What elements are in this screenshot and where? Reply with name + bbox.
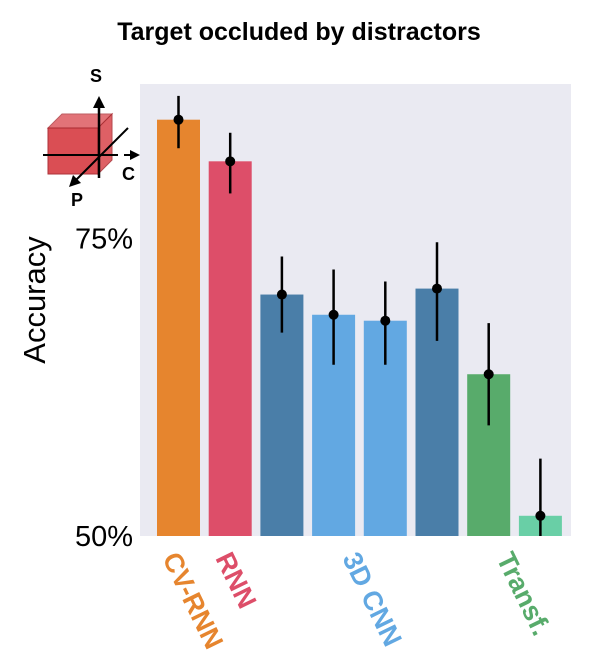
p-axis-arrowhead [69, 175, 81, 187]
p-axis-line [74, 127, 129, 182]
bar [157, 119, 200, 537]
y-tick-labels: 50% 75% [75, 224, 133, 553]
s-axis-arrowhead [93, 96, 105, 108]
bar-mean-point [225, 156, 236, 167]
y-axis-label: Accuracy [17, 236, 52, 364]
bar [260, 294, 304, 536]
chart-title: Target occluded by distractors [117, 18, 481, 46]
category-label: 3D CNN [337, 547, 408, 650]
bar-mean-point [328, 309, 339, 320]
y-tick-label: 50% [75, 521, 133, 553]
y-tick-label: 75% [75, 224, 133, 256]
bar-mean-point [432, 283, 442, 294]
axis-c-label: C [122, 164, 135, 184]
bar-mean-point [483, 369, 494, 380]
axis-s-label: S [90, 66, 102, 86]
category-label: RNN [210, 547, 263, 613]
bar-mean-point [173, 114, 184, 125]
cube-front-face [47, 127, 99, 175]
c-axis-arrowhead [130, 150, 140, 160]
axis-p-label: P [71, 190, 83, 210]
category-label: Transf. [491, 547, 557, 640]
error-bars [173, 95, 546, 536]
bar-mean-point [380, 315, 391, 326]
bar-mean-point [535, 510, 546, 521]
bar-mean-point [276, 289, 287, 300]
axis-cube-icon: S C P [43, 66, 140, 210]
bar [208, 161, 252, 536]
bars [157, 119, 562, 537]
